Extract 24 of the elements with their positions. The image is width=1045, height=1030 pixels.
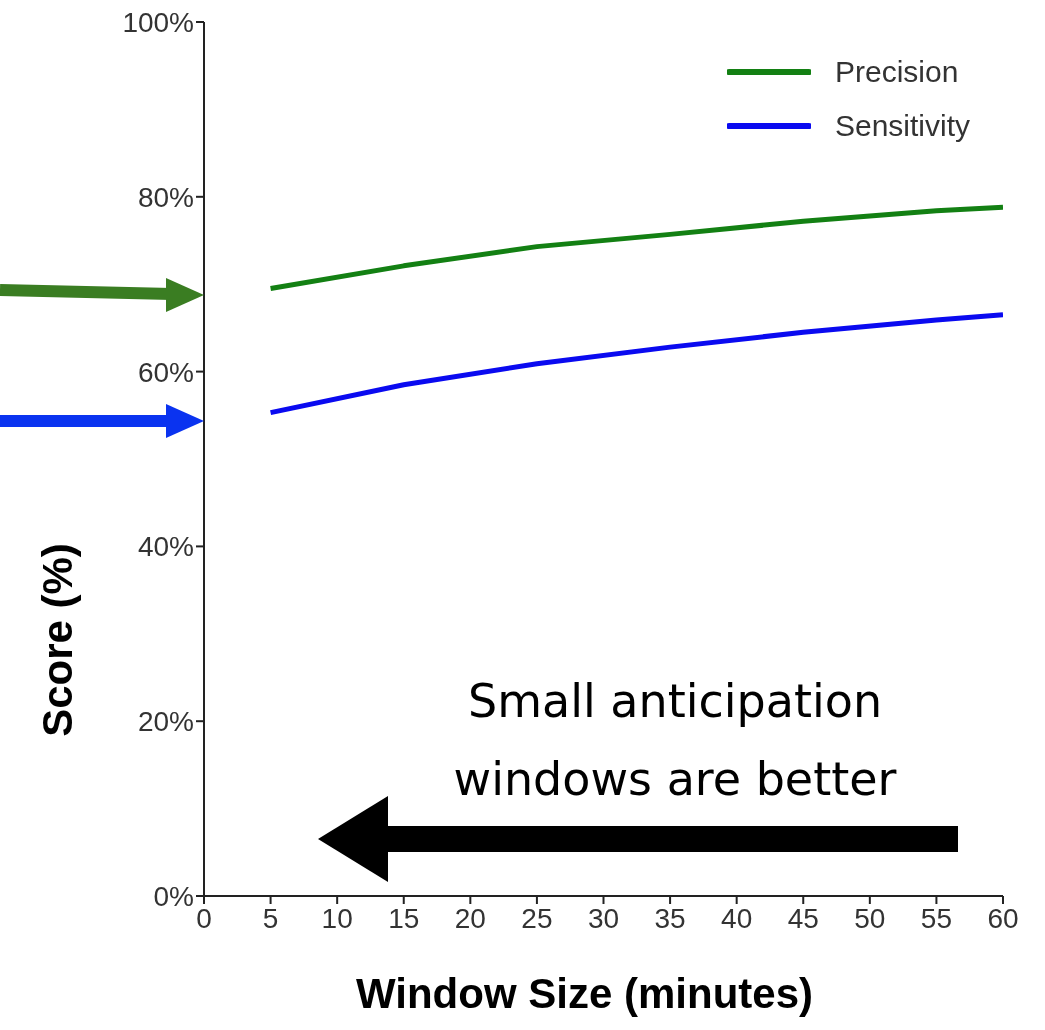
x-tick-label: 35 [654, 902, 686, 934]
x-tick-label: 55 [920, 902, 952, 934]
x-tick-label: 15 [388, 902, 420, 934]
x-tick-label: 10 [321, 902, 353, 934]
y-tick-label: 80% [137, 181, 194, 213]
x-tick-label: 50 [854, 902, 886, 934]
x-tick-label: 0 [196, 902, 212, 934]
y-tick-label: 20% [137, 706, 194, 738]
y-tick-label: 40% [137, 531, 194, 563]
x-tick-label: 25 [521, 902, 553, 934]
x-tick-label: 30 [587, 902, 620, 934]
annotation: Small anticipation windows are better [452, 673, 898, 808]
legend-label: Sensitivity [834, 109, 970, 143]
x-tick-label: 40 [721, 902, 753, 934]
legend-label: Precision [834, 55, 959, 89]
y-tick-label: 60% [137, 356, 194, 388]
y-tick-label: 100% [122, 6, 194, 38]
x-tick-label: 60 [987, 902, 1019, 934]
x-tick-label: 45 [787, 902, 819, 934]
y-tick-label: 0% [153, 880, 194, 912]
y-axis-title: Score (%) [34, 543, 81, 737]
x-tick-label: 5 [262, 902, 279, 934]
x-tick-label: 20 [454, 902, 486, 934]
x-axis-title: Window Size (minutes) [356, 970, 813, 1017]
